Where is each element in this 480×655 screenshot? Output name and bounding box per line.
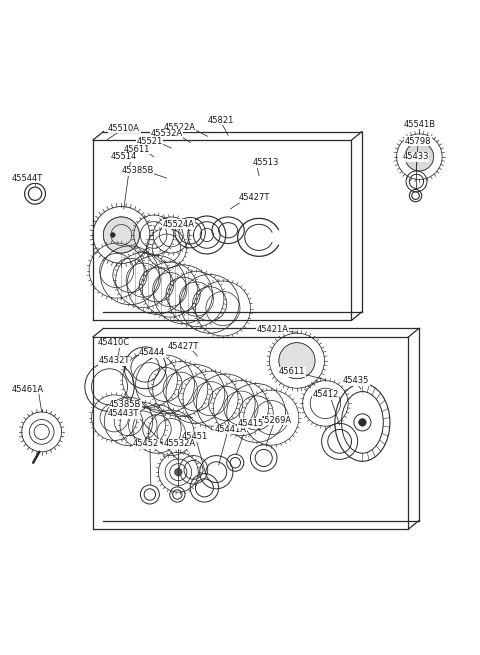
Text: 45269A: 45269A (260, 415, 292, 424)
Text: 45544T: 45544T (12, 174, 43, 183)
Text: 45611: 45611 (279, 367, 305, 376)
Text: 45427T: 45427T (239, 193, 270, 202)
Text: 45510A: 45510A (108, 124, 140, 133)
Text: 45444: 45444 (139, 348, 165, 357)
Text: 45513: 45513 (253, 159, 279, 168)
Text: 45385B: 45385B (109, 400, 142, 409)
Text: 45821: 45821 (208, 116, 234, 124)
Text: 45532A: 45532A (150, 130, 182, 138)
Text: 45522A: 45522A (163, 122, 195, 132)
Text: 45432T: 45432T (98, 356, 130, 365)
Text: 45435: 45435 (343, 376, 370, 385)
Text: 45441A: 45441A (215, 425, 247, 434)
Text: 45427T: 45427T (168, 342, 199, 351)
Ellipse shape (175, 468, 182, 476)
Ellipse shape (110, 233, 115, 237)
Text: 45541B: 45541B (403, 120, 435, 129)
Text: 45611: 45611 (124, 145, 150, 154)
Ellipse shape (405, 143, 433, 171)
Text: 45532A: 45532A (163, 440, 195, 448)
Text: 45514: 45514 (110, 152, 137, 161)
Text: 45521: 45521 (137, 136, 163, 145)
Text: 45385B: 45385B (121, 166, 154, 176)
Text: 45412: 45412 (312, 390, 338, 400)
Text: 45451: 45451 (182, 432, 208, 441)
Text: 45524A: 45524A (162, 219, 194, 229)
Text: 45415: 45415 (237, 419, 264, 428)
Ellipse shape (103, 217, 139, 253)
Text: 45410C: 45410C (98, 338, 130, 347)
Text: 45452: 45452 (133, 440, 159, 448)
Text: 45798: 45798 (405, 136, 431, 145)
Text: 45433: 45433 (402, 152, 429, 161)
Text: 45461A: 45461A (12, 384, 44, 394)
Ellipse shape (279, 343, 315, 379)
Text: 45443T: 45443T (108, 409, 140, 419)
Ellipse shape (359, 419, 366, 426)
Text: 45421A: 45421A (256, 325, 288, 334)
